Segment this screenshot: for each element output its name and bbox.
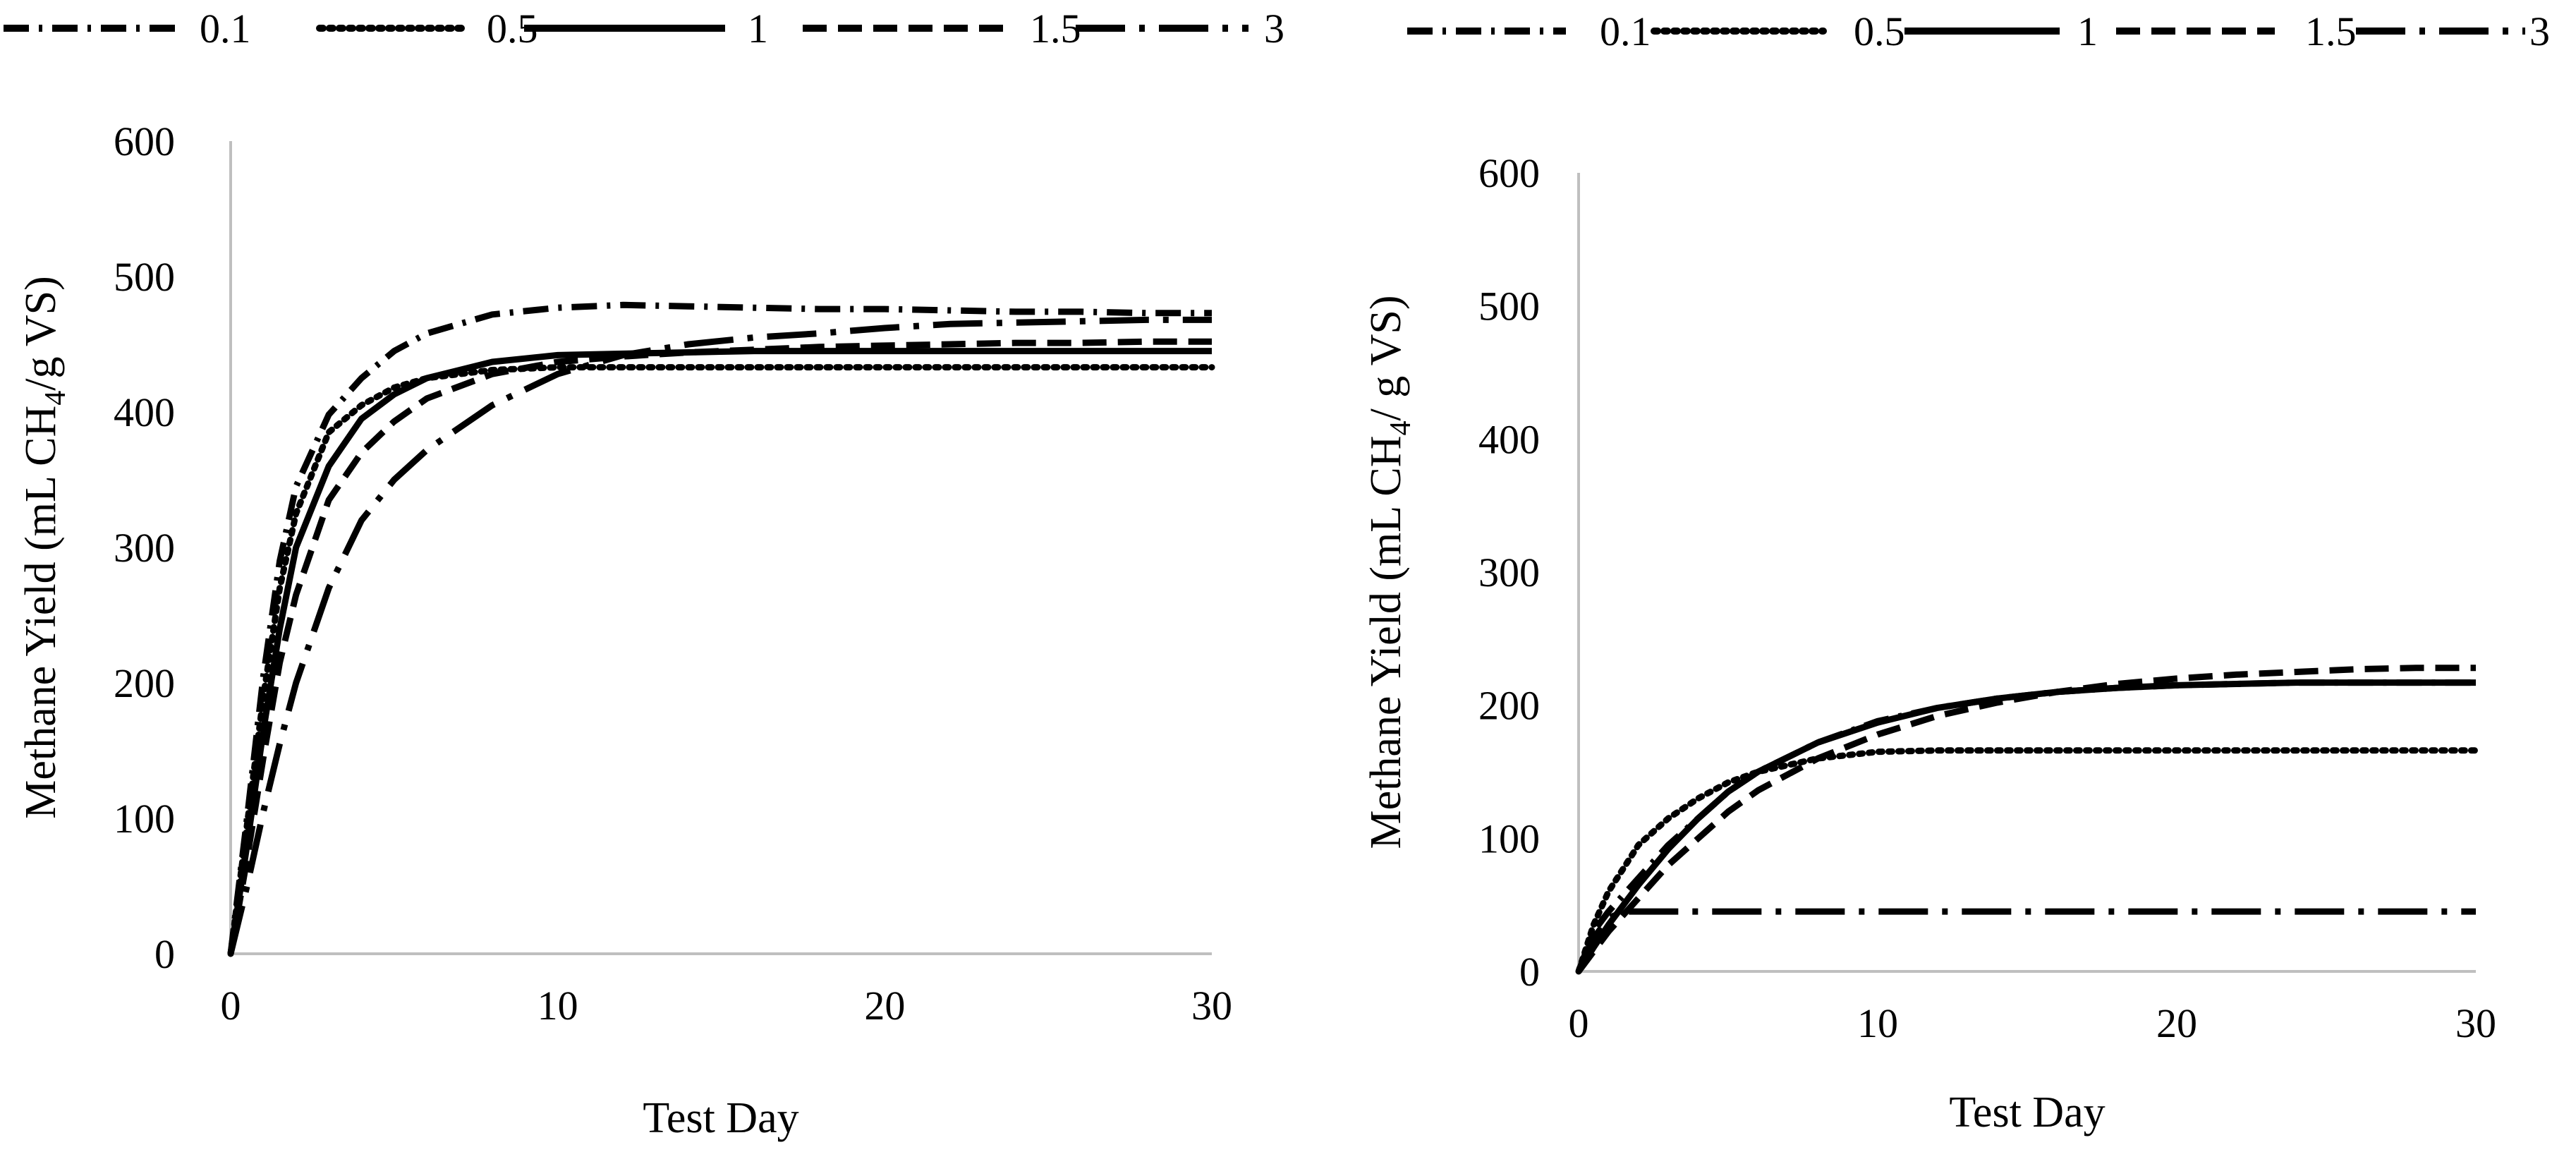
y-tick-label: 600 bbox=[1478, 150, 1540, 196]
legend-label: 0.1 bbox=[200, 6, 251, 51]
series-line-1 bbox=[1576, 679, 2476, 974]
y-tick-label: 500 bbox=[1478, 284, 1540, 329]
x-tick-label: 30 bbox=[1191, 983, 1232, 1029]
x-axis-label: Test Day bbox=[643, 1094, 798, 1142]
series-lines bbox=[1575, 665, 2479, 975]
x-tick-label: 10 bbox=[537, 983, 578, 1029]
y-tick-label: 500 bbox=[114, 254, 175, 300]
series-line-3 bbox=[1575, 908, 2476, 973]
x-tick-label: 10 bbox=[1857, 1000, 1898, 1046]
series-line-0-5 bbox=[1575, 747, 2479, 975]
series-lines bbox=[227, 301, 1215, 957]
y-tick-label: 200 bbox=[114, 660, 175, 706]
series-line-0-5 bbox=[227, 364, 1215, 957]
y-axis-label-subscript: 4 bbox=[1385, 421, 1417, 436]
y-axis-label: Methane Yield (mL CH4/ g VS) bbox=[1362, 295, 1417, 849]
y-tick-label: 200 bbox=[1478, 683, 1540, 729]
y-axis-label-main: Methane Yield (mL CH bbox=[1362, 436, 1410, 849]
legend-label: 1.5 bbox=[2305, 8, 2357, 54]
series-line-0-1 bbox=[227, 301, 1212, 954]
y-tick-labels: 0 100 200 300 400 500 600 bbox=[1478, 150, 1540, 995]
legend-label: 1 bbox=[2077, 8, 2098, 54]
x-tick-label: 30 bbox=[2455, 1000, 2496, 1046]
y-tick-label: 300 bbox=[114, 525, 175, 571]
x-tick-label: 0 bbox=[1569, 1000, 1589, 1046]
y-tick-label: 100 bbox=[114, 796, 175, 842]
legend-label: 3 bbox=[2529, 8, 2550, 54]
y-tick-label: 400 bbox=[1478, 416, 1540, 462]
series-line-1 bbox=[227, 348, 1212, 954]
y-axis-label-end: /g VS) bbox=[17, 276, 65, 391]
y-axis-label: Methane Yield (mL CH4/g VS) bbox=[17, 276, 72, 819]
series-line-1-5 bbox=[1576, 665, 2476, 974]
legend-label: 0.5 bbox=[1854, 8, 1905, 54]
legend-label: 3 bbox=[1264, 6, 1284, 51]
legend-label: 0.1 bbox=[1600, 8, 1651, 54]
x-tick-label: 20 bbox=[2156, 1000, 2197, 1046]
x-axis-label: Test Day bbox=[1949, 1089, 2105, 1136]
series-line-3 bbox=[227, 316, 1212, 955]
y-tick-label: 0 bbox=[154, 931, 175, 977]
y-tick-label: 300 bbox=[1478, 550, 1540, 595]
y-tick-label: 0 bbox=[1519, 949, 1540, 995]
y-tick-label: 100 bbox=[1478, 816, 1540, 861]
series-line-1-5 bbox=[227, 338, 1212, 954]
y-tick-label: 400 bbox=[114, 389, 175, 435]
y-tick-label: 600 bbox=[114, 119, 175, 164]
legend-label: 1 bbox=[748, 6, 768, 51]
x-tick-labels: 0 10 20 30 bbox=[221, 983, 1233, 1029]
y-tick-labels: 0 100 200 300 400 500 600 bbox=[114, 119, 175, 977]
y-axis-label-end: / g VS) bbox=[1362, 295, 1410, 420]
x-tick-label: 0 bbox=[221, 983, 241, 1029]
x-tick-label: 20 bbox=[864, 983, 905, 1029]
y-axis-label-subscript: 4 bbox=[40, 391, 72, 406]
legend-label: 1.5 bbox=[1030, 6, 1081, 51]
y-axis-label-main: Methane Yield (mL CH bbox=[17, 406, 65, 819]
legend-right: 0.1 0.5 1 1.5 3 bbox=[1407, 8, 2550, 54]
legend-left: 0.1 0.5 1 1.5 3 bbox=[4, 6, 1284, 51]
x-tick-labels: 0 10 20 30 bbox=[1569, 1000, 2497, 1046]
